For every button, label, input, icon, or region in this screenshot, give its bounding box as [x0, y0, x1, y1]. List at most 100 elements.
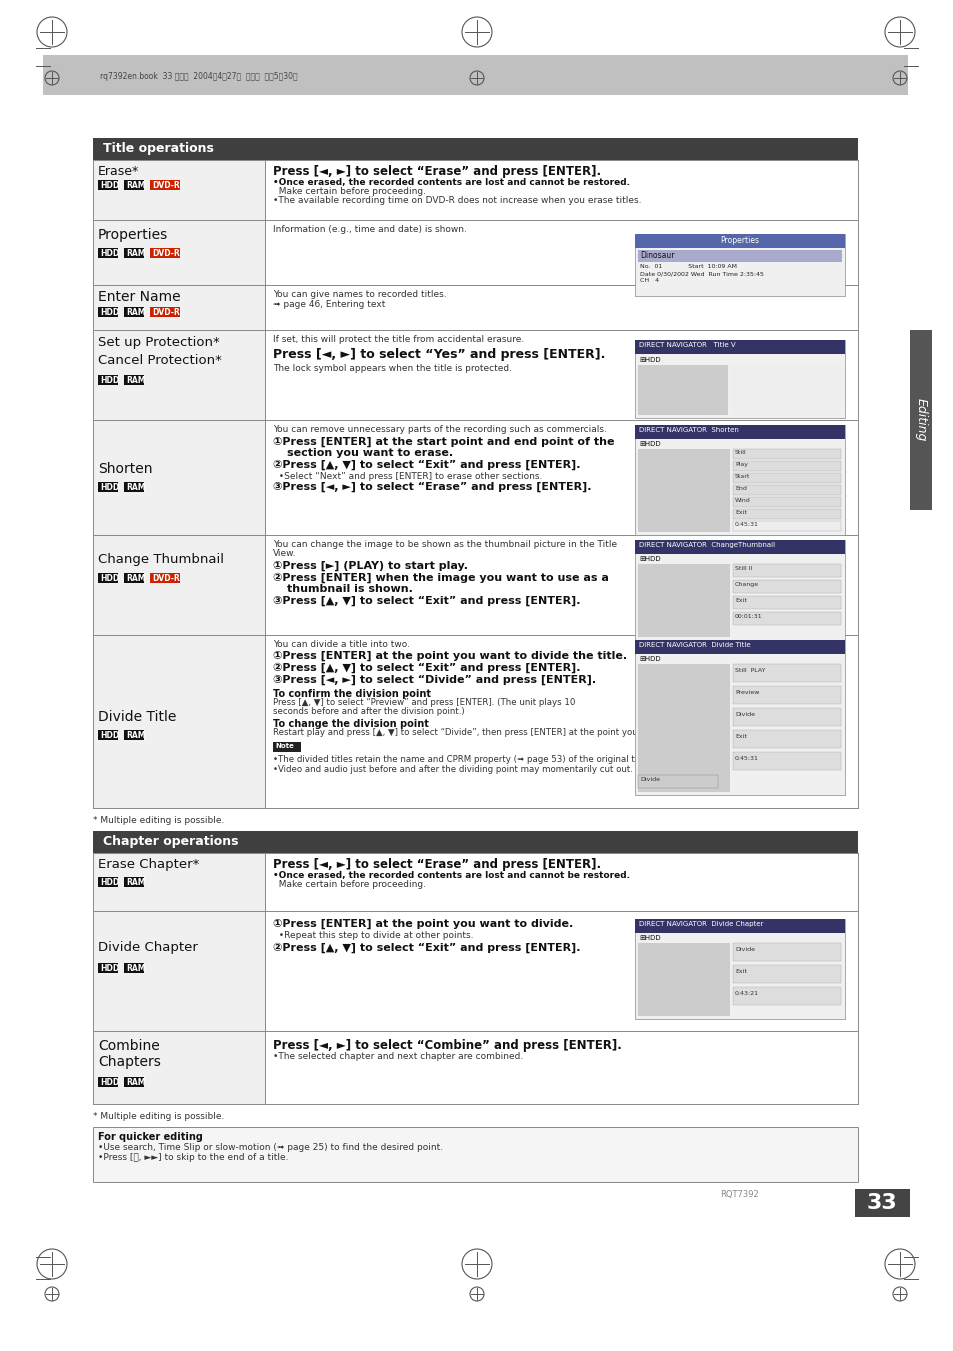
Text: HDD: HDD — [100, 308, 119, 317]
Text: Still II: Still II — [734, 566, 752, 571]
Text: You can change the image to be shown as the thumbnail picture in the Title: You can change the image to be shown as … — [273, 540, 617, 549]
Text: DIRECT NAVIGATOR  ChangeThumbnail: DIRECT NAVIGATOR ChangeThumbnail — [639, 542, 774, 549]
Text: Start: Start — [734, 474, 750, 480]
Text: DVD-R: DVD-R — [152, 574, 179, 584]
Bar — [92, 635, 265, 808]
Text: * Multiple editing is possible.: * Multiple editing is possible. — [92, 816, 224, 825]
Bar — [98, 877, 118, 888]
Text: Information (e.g., time and date) is shown.: Information (e.g., time and date) is sho… — [273, 226, 466, 234]
Text: ①Press [ENTER] at the point you want to divide the title.: ①Press [ENTER] at the point you want to … — [273, 651, 626, 661]
Text: ➟ page 46, Entering text: ➟ page 46, Entering text — [273, 300, 385, 309]
Bar — [92, 911, 265, 1031]
Bar — [635, 340, 844, 354]
Bar — [92, 220, 265, 285]
Bar — [124, 307, 144, 317]
Bar — [150, 573, 180, 584]
Bar — [854, 1189, 909, 1217]
Text: You can divide a title into two.: You can divide a title into two. — [273, 640, 410, 648]
Bar — [98, 482, 118, 492]
Text: HDD: HDD — [100, 249, 119, 258]
Text: ⊞HDD: ⊞HDD — [639, 440, 659, 447]
Bar — [638, 250, 841, 262]
Text: section you want to erase.: section you want to erase. — [287, 449, 453, 458]
Text: 33: 33 — [865, 1193, 897, 1213]
Text: DVD-R: DVD-R — [152, 181, 179, 190]
Bar — [732, 485, 841, 494]
Bar — [732, 473, 841, 484]
Bar — [732, 686, 841, 704]
Bar — [732, 730, 841, 748]
Text: Press [◄, ►] to select “Combine” and press [ENTER].: Press [◄, ►] to select “Combine” and pre… — [273, 1039, 621, 1052]
Text: Divide: Divide — [639, 777, 659, 782]
Bar — [635, 426, 844, 439]
Text: RAM: RAM — [126, 574, 146, 584]
Text: End: End — [734, 486, 746, 490]
Text: 0:45:31: 0:45:31 — [734, 521, 758, 527]
Text: You can give names to recorded titles.: You can give names to recorded titles. — [273, 290, 446, 299]
Text: seconds before and after the division point.): seconds before and after the division po… — [273, 707, 464, 716]
Text: ②Press [ENTER] when the image you want to use as a: ②Press [ENTER] when the image you want t… — [273, 573, 608, 584]
Bar — [92, 420, 265, 535]
Bar — [124, 482, 144, 492]
Bar — [635, 640, 844, 654]
Bar — [635, 919, 844, 1019]
Text: Exit: Exit — [734, 509, 746, 515]
Text: Make certain before proceeding.: Make certain before proceeding. — [273, 880, 426, 889]
Bar — [98, 573, 118, 584]
Text: RAM: RAM — [126, 1078, 146, 1088]
Text: •The available recording time on DVD-R does not increase when you erase titles.: •The available recording time on DVD-R d… — [273, 196, 640, 205]
Text: 0:45:31: 0:45:31 — [734, 757, 758, 761]
Bar — [732, 563, 841, 577]
Bar — [730, 365, 841, 415]
Text: ③Press [◄, ►] to select “Erase” and press [ENTER].: ③Press [◄, ►] to select “Erase” and pres… — [273, 482, 591, 492]
Text: Properties: Properties — [720, 236, 759, 245]
Text: Change Thumbnail: Change Thumbnail — [98, 553, 224, 566]
Text: DVD-R: DVD-R — [152, 308, 179, 317]
Bar — [732, 596, 841, 609]
Bar — [92, 138, 857, 159]
Text: Press [◄, ►] to select “Yes” and press [ENTER].: Press [◄, ►] to select “Yes” and press [… — [273, 349, 605, 361]
Text: ①Press [ENTER] at the start point and end point of the: ①Press [ENTER] at the start point and en… — [273, 436, 614, 447]
Bar — [732, 988, 841, 1005]
Bar — [124, 249, 144, 258]
Text: * Multiple editing is possible.: * Multiple editing is possible. — [92, 1112, 224, 1121]
Text: RAM: RAM — [126, 484, 146, 492]
Text: ③Press [◄, ►] to select “Divide” and press [ENTER].: ③Press [◄, ►] to select “Divide” and pre… — [273, 676, 596, 685]
Bar — [638, 775, 718, 788]
Bar — [150, 249, 180, 258]
Bar — [98, 1077, 118, 1088]
Bar — [635, 426, 844, 535]
Text: Erase*: Erase* — [98, 165, 139, 178]
Bar — [92, 1127, 857, 1182]
Bar — [98, 730, 118, 740]
Bar — [732, 580, 841, 593]
Bar — [638, 449, 729, 532]
Text: HDD: HDD — [100, 731, 119, 740]
Text: thumbnail is shown.: thumbnail is shown. — [287, 584, 413, 594]
Bar — [635, 919, 844, 934]
Text: ②Press [▲, ▼] to select “Exit” and press [ENTER].: ②Press [▲, ▼] to select “Exit” and press… — [273, 943, 579, 954]
Text: Play: Play — [734, 462, 747, 467]
Text: HDD: HDD — [100, 1078, 119, 1088]
Bar — [732, 753, 841, 770]
Bar — [124, 963, 144, 973]
Text: Date 0/30/2002 Wed  Run Time 2:35:45: Date 0/30/2002 Wed Run Time 2:35:45 — [639, 272, 763, 276]
Text: To change the division point: To change the division point — [273, 719, 429, 730]
Text: RAM: RAM — [126, 249, 146, 258]
Bar — [732, 497, 841, 507]
Text: HDD: HDD — [100, 878, 119, 888]
Text: Restart play and press [▲, ▼] to select “Divide”, then press [ENTER] at the poin: Restart play and press [▲, ▼] to select … — [273, 728, 709, 738]
Text: Dinosaur: Dinosaur — [639, 251, 674, 259]
Bar — [638, 943, 729, 1016]
Text: rq7392en.book  33 ページ  2004年4月27日  火曜日  午後5時30分: rq7392en.book 33 ページ 2004年4月27日 火曜日 午後5時… — [100, 72, 297, 81]
Text: HDD: HDD — [100, 965, 119, 973]
Bar — [43, 55, 907, 95]
Text: Divide: Divide — [734, 947, 754, 952]
Text: Still: Still — [734, 450, 746, 455]
Text: ③Press [▲, ▼] to select “Exit” and press [ENTER].: ③Press [▲, ▼] to select “Exit” and press… — [273, 596, 579, 607]
Bar — [98, 376, 118, 385]
Bar — [635, 234, 844, 249]
Text: 00:01:31: 00:01:31 — [734, 613, 761, 619]
Bar — [732, 612, 841, 626]
Bar — [635, 234, 844, 296]
